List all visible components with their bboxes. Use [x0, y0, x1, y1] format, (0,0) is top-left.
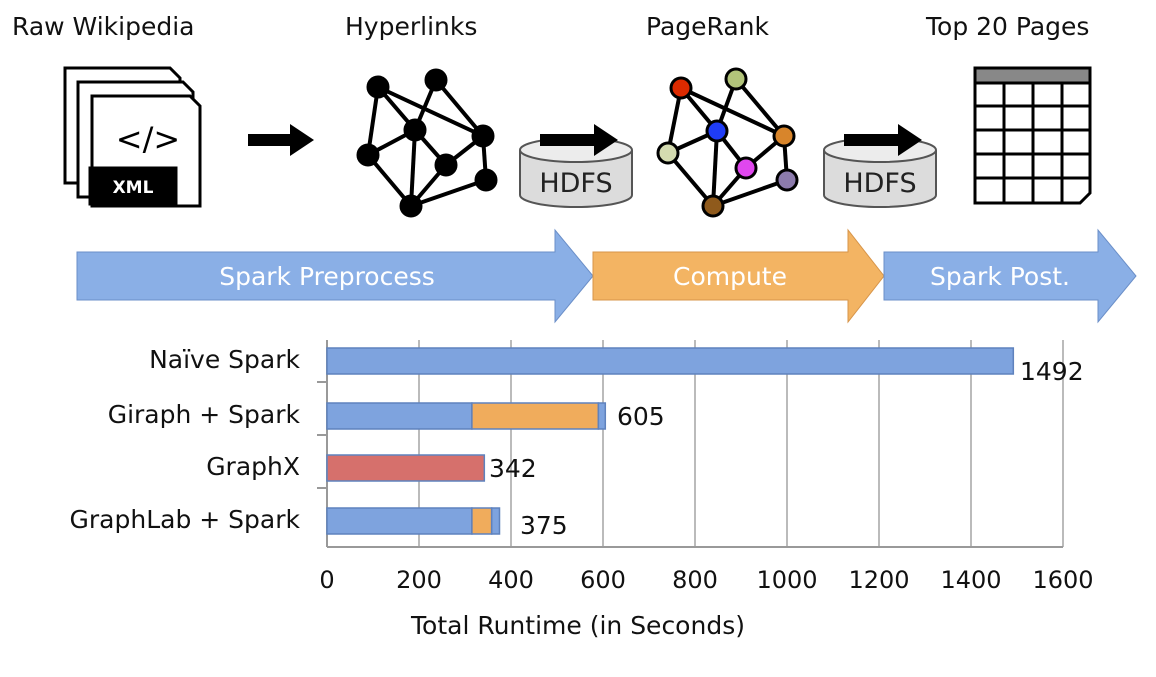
arrow-right-icon [844, 134, 900, 146]
graph-node [669, 76, 693, 100]
data-label: 605 [617, 402, 665, 431]
runtime-bar-chart: 0 200 400 600 800 1000 1200 1400 1600 Naïve Spark… [70, 340, 1094, 640]
stage-top-20-pages: Top 20 Pages [926, 12, 1090, 41]
phase-arrow-spark-preprocess: Spark Preprocess [76, 228, 594, 324]
hdfs-storage-icon: HDFS [519, 124, 633, 208]
graph-edge [680, 86, 785, 138]
x-tick-label: 400 [488, 566, 534, 594]
hyperlinks-graph-icon [356, 68, 498, 218]
graph-edge [409, 129, 417, 207]
graph-node [434, 153, 458, 177]
table-icon [973, 66, 1092, 205]
bar-segment [326, 454, 486, 482]
graph-edge [712, 178, 788, 208]
graph-node [705, 119, 729, 143]
category-label: Giraph + Spark [108, 400, 301, 429]
x-tick-label: 1400 [940, 566, 1001, 594]
hdfs-label: HDFS [539, 168, 612, 199]
x-tick-label: 1600 [1032, 566, 1093, 594]
phase-arrow-spark-post: Spark Post. [883, 228, 1137, 324]
data-label: 342 [489, 454, 537, 483]
graph-node [366, 75, 390, 99]
graph-node [356, 143, 380, 167]
graph-node [656, 141, 680, 165]
x-tick-label: 600 [580, 566, 626, 594]
graph-node [772, 124, 796, 148]
category-label: Naïve Spark [149, 345, 300, 374]
graph-edge [711, 130, 719, 207]
graph-node [775, 168, 799, 192]
phase-arrow-compute: Compute [592, 228, 885, 324]
xml-files-icon: XML </> [63, 66, 202, 208]
arrow-right-icon [898, 124, 922, 156]
svg-text:Compute: Compute [673, 262, 787, 291]
graph-node [734, 156, 758, 180]
arrow-right-icon [248, 124, 314, 156]
svg-text:Spark Post.: Spark Post. [930, 262, 1070, 291]
x-tick-label: 0 [319, 566, 334, 594]
bar-segment [490, 507, 501, 535]
svg-text:Spark Preprocess: Spark Preprocess [219, 262, 435, 291]
graph-node [424, 68, 448, 92]
stage-pagerank: PageRank [646, 12, 769, 41]
graph-node [474, 168, 498, 192]
pagerank-graph-icon [656, 67, 799, 218]
bar-segment [471, 402, 600, 430]
graph-node [399, 194, 423, 218]
xml-badge: XML [113, 178, 154, 198]
graph-edge [666, 151, 715, 208]
graph-edge [410, 178, 487, 208]
x-axis-label: Total Runtime (in Seconds) [410, 611, 745, 640]
x-tick-label: 800 [672, 566, 718, 594]
stage-raw-wikipedia: Raw Wikipedia [12, 12, 195, 41]
data-label: 1492 [1020, 357, 1084, 386]
bar-segment [326, 347, 1015, 375]
category-label: GraphX [206, 452, 300, 481]
graph-edge [434, 78, 485, 138]
arrow-right-icon [540, 134, 596, 146]
x-tick-label: 200 [396, 566, 442, 594]
hdfs-label: HDFS [843, 168, 916, 199]
bar-segment [326, 402, 473, 430]
hdfs-storage-icon: HDFS [823, 124, 937, 208]
x-tick-label: 1200 [848, 566, 909, 594]
pipeline-diagram: XML </> HDFS HDFS Spark Preprocess Compu… [63, 66, 1137, 324]
graph-edge [734, 77, 786, 138]
graph-node [724, 67, 748, 91]
graph-node [403, 118, 427, 142]
code-glyph: </> [116, 120, 180, 158]
x-tick-label: 1000 [756, 566, 817, 594]
graph-node [701, 194, 725, 218]
arrow-right-icon [594, 124, 618, 156]
data-label: 375 [520, 511, 568, 540]
bar-segment [326, 507, 473, 535]
graph-edge [377, 85, 484, 138]
graph-node [471, 124, 495, 148]
bar-segment [597, 402, 607, 430]
stage-hyperlinks: Hyperlinks [345, 12, 478, 41]
category-label: GraphLab + Spark [70, 505, 301, 534]
bar-segment [471, 507, 493, 535]
